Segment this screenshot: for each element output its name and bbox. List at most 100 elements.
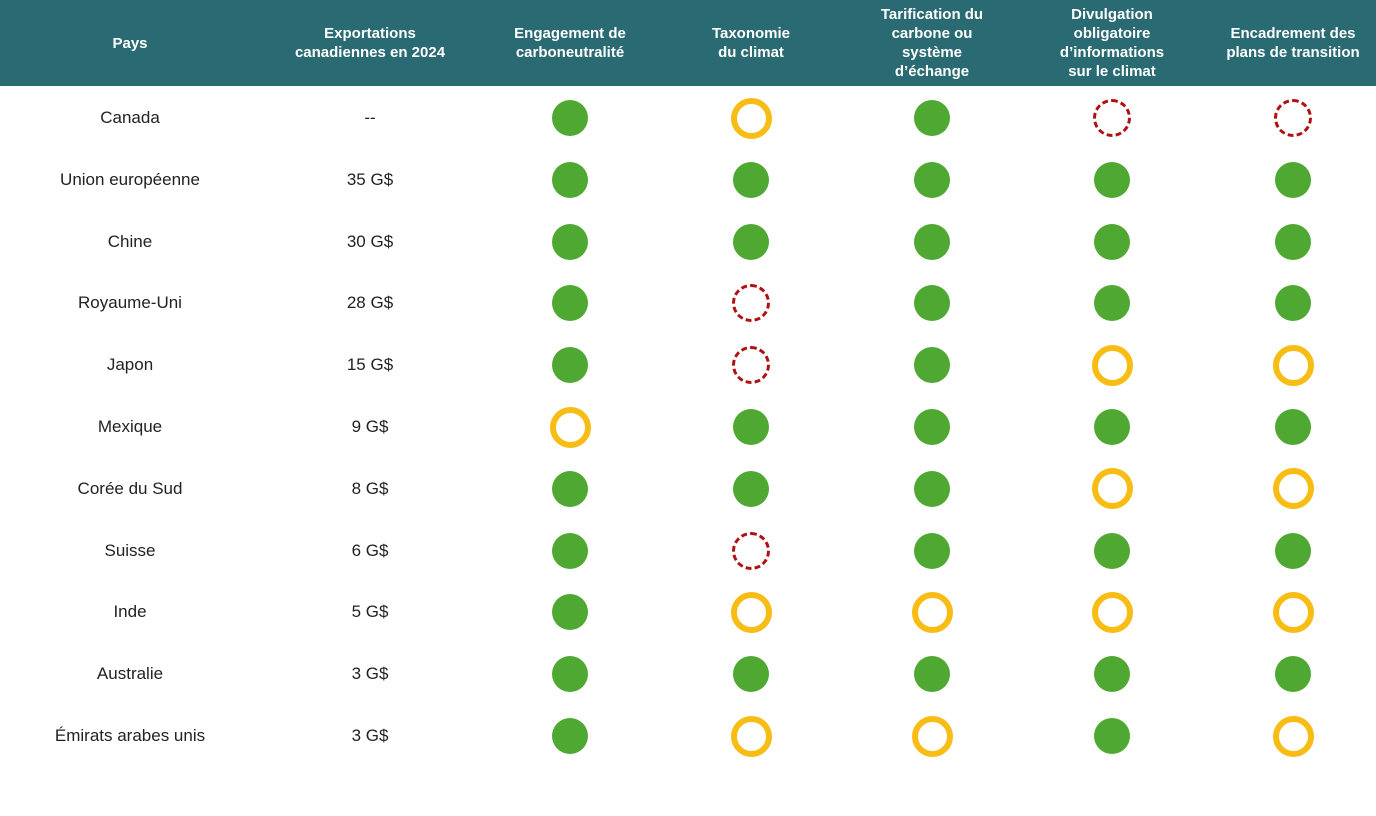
filled-green-circle-icon: [1094, 285, 1130, 322]
country-cell: Émirats arabes unis: [54, 726, 206, 745]
yellow-ring-icon: [730, 715, 772, 757]
status-cell: [1012, 272, 1212, 334]
yellow-ring-icon: [1091, 344, 1133, 386]
filled-green-circle-icon: [1275, 223, 1311, 260]
yellow-ring-icon: [730, 591, 772, 633]
status-cell: [1012, 458, 1212, 520]
status-cell: [832, 520, 1032, 582]
status-cell: [832, 396, 1032, 458]
status-cell: [1012, 520, 1212, 582]
table-row: Union européenne 35 G$: [0, 149, 1376, 211]
filled-green-circle-icon: [733, 656, 769, 693]
yellow-ring-icon: [1272, 715, 1314, 757]
status-cell: [1012, 643, 1212, 705]
red-dashed-circle-icon: [732, 346, 770, 385]
yellow-ring-icon: [1272, 468, 1314, 510]
column-header: Exportations canadiennes en 2024: [294, 25, 446, 61]
status-cell: [1012, 334, 1212, 396]
status-cell: [470, 581, 670, 643]
country-cell: Inde: [113, 602, 147, 622]
status-cell: [1193, 334, 1376, 396]
filled-green-circle-icon: [1094, 161, 1130, 198]
filled-green-circle-icon: [1275, 656, 1311, 693]
status-cell: [651, 458, 851, 520]
status-cell: [651, 334, 851, 396]
status-cell: [651, 581, 851, 643]
status-cell: [1012, 396, 1212, 458]
column-header: Tarification du carbone ou système d’éch…: [880, 6, 984, 80]
country-cell: Union européenne: [60, 169, 200, 189]
filled-green-circle-icon: [914, 532, 950, 569]
status-cell: [832, 458, 1032, 520]
filled-green-circle-icon: [552, 161, 588, 198]
status-cell: [470, 396, 670, 458]
status-cell: [1193, 705, 1376, 767]
filled-green-circle-icon: [1275, 532, 1311, 569]
table-row: Inde 5 G$: [0, 581, 1376, 643]
filled-green-circle-icon: [914, 100, 950, 136]
country-cell: Corée du Sud: [77, 478, 183, 498]
status-cell: [832, 87, 1032, 149]
filled-green-circle-icon: [552, 100, 588, 136]
column-header: Pays: [112, 34, 148, 52]
exports-cell: 6 G$: [351, 540, 389, 560]
country-cell: Australie: [96, 664, 164, 684]
table-row: Royaume-Uni 28 G$: [0, 272, 1376, 334]
filled-green-circle-icon: [733, 161, 769, 198]
status-cell: [1012, 581, 1212, 643]
filled-green-circle-icon: [914, 409, 950, 445]
status-cell: [1193, 520, 1376, 582]
filled-green-circle-icon: [552, 532, 588, 569]
red-dashed-circle-icon: [1274, 99, 1312, 137]
filled-green-circle-icon: [1275, 409, 1311, 445]
country-cell: Chine: [107, 231, 153, 251]
country-cell: Japon: [106, 355, 154, 375]
status-cell: [470, 272, 670, 334]
status-cell: [651, 211, 851, 273]
filled-green-circle-icon: [552, 223, 588, 260]
country-cell: Royaume-Uni: [78, 293, 182, 313]
status-cell: [470, 149, 670, 211]
exports-cell: 35 G$: [346, 169, 394, 189]
exports-cell: 3 G$: [351, 664, 389, 684]
exports-cell: 3 G$: [351, 726, 389, 745]
status-cell: [651, 705, 851, 767]
filled-green-circle-icon: [552, 285, 588, 322]
yellow-ring-icon: [549, 406, 591, 448]
filled-green-circle-icon: [1094, 656, 1130, 693]
filled-green-circle-icon: [914, 223, 950, 260]
status-cell: [470, 87, 670, 149]
status-cell: [1193, 87, 1376, 149]
table-row: Corée du Sud 8 G$: [0, 458, 1376, 520]
table-row: Suisse 6 G$: [0, 520, 1376, 582]
red-dashed-circle-icon: [1093, 99, 1131, 137]
filled-green-circle-icon: [552, 594, 588, 631]
status-cell: [1193, 643, 1376, 705]
table-row: Japon 15 G$: [0, 334, 1376, 396]
red-dashed-circle-icon: [732, 284, 770, 323]
status-cell: [1012, 211, 1212, 273]
filled-green-circle-icon: [552, 718, 588, 754]
filled-green-circle-icon: [914, 470, 950, 507]
red-dashed-circle-icon: [732, 531, 770, 570]
exports-cell: 5 G$: [351, 602, 389, 622]
status-cell: [651, 149, 851, 211]
exports-cell: 9 G$: [351, 417, 389, 436]
status-cell: [470, 334, 670, 396]
yellow-ring-icon: [1091, 468, 1133, 510]
status-cell: [1193, 272, 1376, 334]
status-cell: [1193, 581, 1376, 643]
filled-green-circle-icon: [1094, 718, 1130, 754]
status-cell: [832, 211, 1032, 273]
filled-green-circle-icon: [914, 347, 950, 384]
table-row: Australie 3 G$: [0, 643, 1376, 705]
exports-cell: 15 G$: [346, 355, 394, 375]
column-header: Engagement de carboneutralité: [514, 25, 626, 61]
status-cell: [832, 334, 1032, 396]
filled-green-circle-icon: [552, 656, 588, 693]
filled-green-circle-icon: [914, 656, 950, 693]
status-cell: [470, 520, 670, 582]
yellow-ring-icon: [1272, 591, 1314, 633]
status-cell: [470, 458, 670, 520]
column-header: Divulgation obligatoire d’informations s…: [1059, 6, 1165, 80]
